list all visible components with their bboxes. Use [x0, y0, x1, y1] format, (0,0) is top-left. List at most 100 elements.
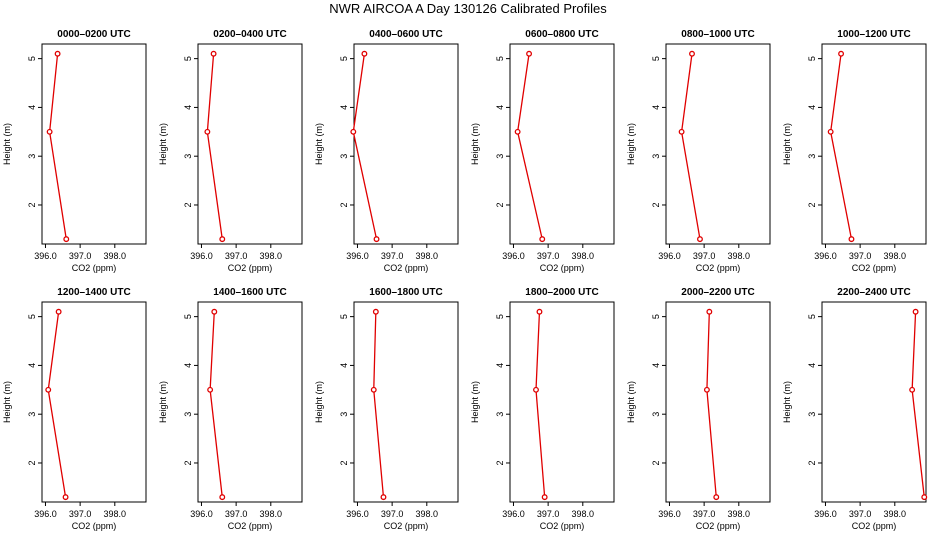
panel-title: 0600–0800 UTC — [525, 29, 598, 40]
y-tick-label: 3 — [807, 154, 817, 159]
data-point — [350, 128, 357, 135]
y-axis-label: Height (m) — [782, 123, 792, 165]
x-tick-label: 398.0 — [728, 509, 751, 519]
y-tick-label: 2 — [27, 460, 37, 465]
y-axis-label: Height (m) — [470, 381, 480, 423]
y-tick-label: 2 — [651, 460, 661, 465]
data-point — [46, 128, 53, 135]
data-point — [689, 50, 695, 57]
profile-line — [706, 311, 717, 498]
y-tick-label: 3 — [27, 154, 37, 159]
x-tick-label: 397.0 — [69, 251, 92, 261]
data-point — [713, 494, 720, 501]
data-point — [706, 308, 713, 315]
panel-title: 2000–2200 UTC — [681, 287, 754, 298]
x-tick-label: 397.0 — [849, 251, 872, 261]
y-tick-label: 5 — [339, 314, 349, 319]
x-tick-label: 397.0 — [225, 509, 248, 519]
data-point — [207, 386, 214, 393]
x-tick-label: 396.0 — [34, 509, 57, 519]
profile-line — [47, 311, 67, 498]
plot-frame — [821, 301, 927, 503]
data-point — [219, 236, 226, 243]
profile-line — [206, 53, 223, 240]
plot-frame — [197, 301, 303, 503]
data-point — [54, 50, 61, 57]
y-tick-label: 5 — [807, 314, 817, 319]
x-tick-label: 398.0 — [884, 251, 907, 261]
data-point — [539, 236, 546, 243]
y-axis-label: Height (m) — [470, 123, 480, 165]
x-axis-label: CO2 (ppm) — [384, 521, 429, 531]
data-point — [372, 308, 379, 315]
data-point — [63, 236, 70, 243]
data-point — [55, 308, 62, 315]
x-axis-label: CO2 (ppm) — [72, 521, 117, 531]
y-axis-label: Height (m) — [158, 381, 168, 423]
y-tick-label: 5 — [495, 56, 505, 61]
y-tick-label: 2 — [807, 460, 817, 465]
y-tick-label: 5 — [27, 314, 37, 319]
plot-frame — [509, 43, 615, 245]
data-point — [361, 50, 368, 57]
data-point — [536, 308, 543, 315]
profile-line — [680, 53, 701, 240]
data-point — [210, 50, 217, 57]
x-axis-label: CO2 (ppm) — [72, 263, 117, 273]
x-tick-label: 398.0 — [260, 251, 283, 261]
y-tick-label: 4 — [651, 363, 661, 368]
data-point — [827, 128, 834, 135]
y-axis-label: Height (m) — [626, 123, 636, 165]
y-tick-label: 2 — [27, 202, 37, 207]
profile-line — [48, 53, 67, 240]
x-tick-label: 397.0 — [225, 251, 248, 261]
plot-frame — [41, 301, 147, 503]
x-tick-label: 396.0 — [814, 509, 837, 519]
y-tick-label: 5 — [651, 56, 661, 61]
data-point — [533, 386, 539, 393]
x-tick-label: 397.0 — [693, 509, 716, 519]
data-point — [45, 386, 52, 393]
data-point — [62, 494, 69, 501]
y-axis-label: Height (m) — [2, 123, 12, 165]
y-tick-label: 3 — [651, 412, 661, 417]
data-point — [848, 236, 855, 243]
y-tick-label: 2 — [495, 460, 505, 465]
data-point — [703, 386, 710, 393]
panel-title: 1600–1800 UTC — [369, 287, 442, 298]
x-tick-label: 396.0 — [190, 509, 213, 519]
panel-title: 0800–1000 UTC — [681, 29, 754, 40]
data-point — [678, 128, 685, 135]
plot-frame — [821, 43, 927, 245]
panel-title: 1400–1600 UTC — [213, 287, 286, 298]
profile-line — [516, 53, 543, 240]
x-axis-label: CO2 (ppm) — [540, 263, 585, 273]
y-tick-label: 2 — [183, 202, 193, 207]
plot-frame — [665, 301, 771, 503]
x-tick-label: 398.0 — [416, 251, 439, 261]
profile-line — [830, 53, 853, 240]
y-tick-label: 5 — [807, 56, 817, 61]
y-tick-label: 2 — [183, 460, 193, 465]
y-tick-label: 4 — [807, 105, 817, 110]
y-tick-label: 5 — [183, 56, 193, 61]
figure-title: NWR AIRCOA A Day 130126 Calibrated Profi… — [329, 1, 607, 16]
x-tick-label: 396.0 — [34, 251, 57, 261]
panel-title: 0400–0600 UTC — [369, 29, 442, 40]
x-tick-label: 397.0 — [381, 509, 404, 519]
x-tick-label: 398.0 — [260, 509, 283, 519]
x-tick-label: 397.0 — [693, 251, 716, 261]
x-tick-label: 398.0 — [572, 509, 595, 519]
y-tick-label: 4 — [495, 363, 505, 368]
y-tick-label: 2 — [807, 202, 817, 207]
data-point — [373, 236, 380, 243]
y-tick-label: 5 — [495, 314, 505, 319]
y-tick-label: 3 — [495, 412, 505, 417]
data-point — [219, 494, 226, 501]
data-point — [921, 494, 928, 501]
plot-frame — [509, 301, 615, 503]
x-axis-label: CO2 (ppm) — [852, 521, 897, 531]
profile-line — [535, 311, 546, 498]
x-tick-label: 396.0 — [190, 251, 213, 261]
profile-line — [373, 311, 385, 498]
